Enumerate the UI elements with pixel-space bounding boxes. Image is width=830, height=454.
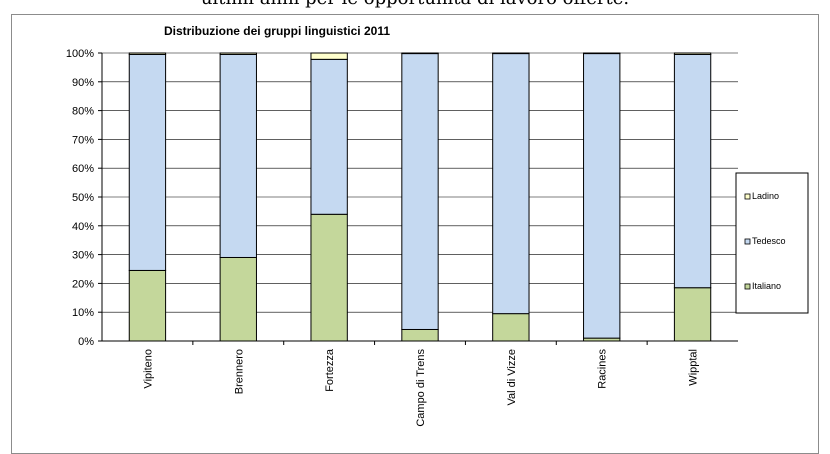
y-tick-label: 40%: [72, 221, 94, 233]
legend-swatch-italiano: [744, 283, 751, 290]
x-tick-label: Wipptal: [688, 349, 700, 386]
bar-tedesco: [492, 53, 530, 315]
bar-ladino: [219, 52, 257, 55]
bar-italiano: [401, 328, 439, 342]
bar-tedesco: [128, 53, 167, 271]
bar-tedesco: [673, 53, 712, 289]
x-tick-label: Racines: [597, 349, 609, 389]
bar-chart: Distribuzione dei gruppi linguistici 201…: [66, 24, 809, 427]
bar-ladino: [583, 52, 621, 55]
bar-tedesco: [310, 58, 348, 215]
y-tick-label: 0%: [78, 336, 94, 348]
bar-ladino: [401, 52, 439, 55]
y-tick-label: 60%: [72, 163, 94, 175]
bar-italiano: [492, 313, 530, 342]
legend-swatch-tedesco: [744, 238, 751, 245]
y-tick-label: 70%: [72, 134, 94, 146]
legend: Ladino Tedesco Italiano: [735, 172, 809, 314]
y-tick-label: 20%: [72, 278, 94, 290]
y-tick-label: 10%: [72, 307, 94, 319]
bar-italiano: [128, 269, 167, 342]
bar-italiano: [310, 213, 348, 342]
bar-italiano: [673, 287, 712, 342]
y-tick-label: 80%: [72, 106, 94, 118]
page-caption: ultimi anni per le opportunità di lavoro…: [0, 0, 830, 9]
bars: [128, 52, 712, 342]
y-tick-label: 50%: [72, 192, 94, 204]
x-tick-label: Val di Vizze: [506, 349, 518, 405]
legend-label: Italiano: [752, 281, 781, 291]
chart-title: Distribuzione dei gruppi linguistici 201…: [164, 24, 390, 38]
bar-italiano: [219, 256, 257, 342]
bar-ladino: [128, 52, 167, 55]
x-tick-label: Fortezza: [324, 348, 336, 392]
x-tick-label: Vipiteno: [142, 349, 154, 389]
legend-label: Ladino: [752, 191, 779, 201]
x-tick-label: Campo di Trens: [415, 349, 427, 427]
legend-label: Tedesco: [752, 236, 786, 246]
bar-ladino: [673, 52, 712, 55]
x-tick-label: Brennero: [233, 349, 245, 394]
y-tick-label: 30%: [72, 250, 94, 262]
axes: 0% 10% 20% 30% 40% 50% 60% 70% 80% 90% 100% Vipiten…: [66, 48, 738, 427]
bar-tedesco: [401, 53, 439, 330]
bar-tedesco: [219, 53, 257, 258]
legend-swatch-ladino: [744, 193, 751, 200]
y-tick-label: 90%: [72, 77, 94, 89]
bar-ladino: [310, 52, 348, 60]
y-tick-label: 100%: [66, 48, 94, 60]
bar-ladino: [492, 52, 530, 55]
bar-tedesco: [583, 53, 621, 339]
chart-frame: Distribuzione dei gruppi linguistici 201…: [11, 14, 819, 454]
